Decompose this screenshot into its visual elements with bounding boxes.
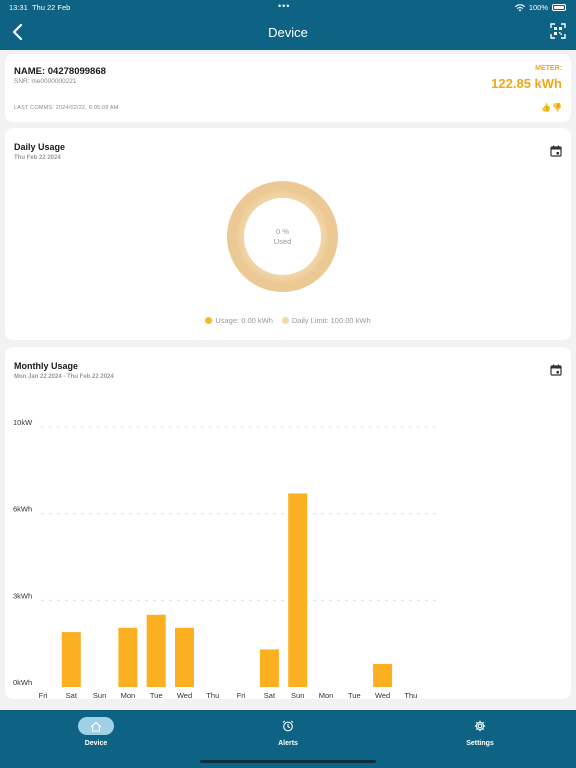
- status-bar: 13:31 Thu 22 Feb ••• 100%: [0, 0, 576, 14]
- legend-limit-label: Daily Limit: 100.00 kWh: [291, 316, 371, 325]
- x-tick-label: Thu: [206, 691, 219, 699]
- thumbs-down-icon[interactable]: 👎: [552, 103, 562, 112]
- bar[interactable]: [146, 614, 166, 687]
- battery-icon: [552, 4, 566, 11]
- legend-limit-dot: [281, 317, 289, 324]
- bar[interactable]: [288, 493, 308, 687]
- monthly-usage-card: Monthly Usage Mon Jan 22 2024 - Thu Feb …: [5, 347, 571, 699]
- tab-settings[interactable]: Settings: [440, 717, 520, 747]
- bar[interactable]: [118, 627, 138, 687]
- tab-device-pill: [78, 717, 114, 735]
- y-tick-label: 3kWh: [13, 591, 32, 600]
- usage-donut: [227, 181, 338, 292]
- legend-usage-label: Usage: 0.00 kWh: [215, 316, 273, 325]
- x-tick-label: Tue: [348, 691, 361, 699]
- qr-scan-icon[interactable]: [550, 23, 566, 39]
- tab-bar: Device Alerts Settings: [0, 710, 576, 768]
- calendar-icon[interactable]: [550, 364, 562, 376]
- y-tick-label: 6kWh: [13, 505, 32, 514]
- x-tick-label: Sun: [93, 691, 106, 699]
- x-tick-label: Wed: [375, 691, 390, 699]
- feedback-icons: 👍 👎: [541, 103, 562, 112]
- x-tick-label: Sun: [291, 691, 304, 699]
- x-tick-label: Mon: [319, 691, 334, 699]
- thumbs-up-icon[interactable]: 👍: [541, 103, 552, 112]
- x-tick-label: Tue: [150, 691, 163, 699]
- tab-alerts[interactable]: Alerts: [248, 717, 328, 747]
- donut-percent: 0 %: [276, 227, 289, 236]
- device-snr: SNR: me0000000221: [14, 78, 77, 85]
- x-tick-label: Sat: [66, 691, 78, 699]
- legend-usage-dot: [205, 317, 213, 324]
- last-comms: LAST COMMS: 2024/02/22, 6:05:09 AM: [14, 105, 119, 111]
- meter-value: 122.85 kWh: [491, 76, 562, 91]
- tab-settings-pill: [462, 717, 498, 735]
- nav-bar: Device: [0, 14, 576, 50]
- monthly-usage-range: Mon Jan 22 2024 - Thu Feb 22 2024: [14, 374, 114, 380]
- monthly-usage-title: Monthly Usage: [14, 361, 79, 371]
- daily-usage-card: Daily Usage Thu Feb 22 2024 0 % Used Usa…: [5, 128, 571, 340]
- y-tick-label: 10kW: [13, 418, 33, 427]
- bar[interactable]: [373, 663, 393, 687]
- page-title: Device: [268, 25, 308, 40]
- x-tick-label: Thu: [404, 691, 417, 699]
- wifi-icon: [514, 3, 525, 11]
- gear-icon: [474, 720, 486, 732]
- tab-device[interactable]: Device: [56, 717, 136, 747]
- donut-center-text: 0 % Used: [226, 227, 339, 247]
- x-tick-label: Fri: [39, 691, 48, 699]
- multitask-dots[interactable]: •••: [278, 1, 291, 11]
- status-time: 13:31 Thu 22 Feb: [9, 3, 71, 12]
- monthly-bar-chart: 0kWh 3kWh 6kWh 10kW Fri Sat Sun Mon Tue Wed Thu Fri…: [13, 418, 441, 699]
- x-tick-label: Sat: [264, 691, 276, 699]
- x-tick-label: Fri: [237, 691, 246, 699]
- home-icon: [90, 721, 102, 732]
- x-tick-label: Wed: [177, 691, 192, 699]
- tab-alerts-label: Alerts: [278, 740, 298, 747]
- daily-usage-title: Daily Usage: [14, 142, 66, 152]
- donut-limit-ring: [227, 181, 338, 292]
- bar[interactable]: [61, 632, 81, 687]
- device-name: NAME: 04278099868: [14, 66, 106, 77]
- daily-usage-date: Thu Feb 22 2024: [14, 155, 61, 161]
- alarm-icon: [282, 720, 294, 732]
- battery-percent: 100%: [528, 3, 548, 12]
- device-card: NAME: 04278099868 SNR: me0000000221 LAST…: [5, 54, 571, 122]
- meter-label: METER:: [535, 65, 562, 72]
- home-indicator: [200, 760, 376, 763]
- legend-usage: Usage: 0.00 kWh: [205, 316, 273, 325]
- status-right: 100%: [514, 3, 566, 12]
- x-tick-label: Mon: [121, 691, 136, 699]
- legend-limit: Daily Limit: 100.00 kWh: [281, 316, 371, 325]
- back-chevron-icon[interactable]: [10, 22, 26, 42]
- y-tick-label: 0kWh: [13, 678, 32, 687]
- bar[interactable]: [175, 627, 194, 687]
- tab-alerts-pill: [270, 717, 306, 735]
- donut-used-label: Used: [273, 237, 292, 246]
- tab-device-label: Device: [84, 740, 108, 747]
- daily-legend: Usage: 0.00 kWh Daily Limit: 100.00 kWh: [5, 316, 571, 325]
- bar[interactable]: [259, 649, 279, 687]
- calendar-icon[interactable]: [550, 145, 562, 157]
- tab-settings-label: Settings: [466, 740, 494, 747]
